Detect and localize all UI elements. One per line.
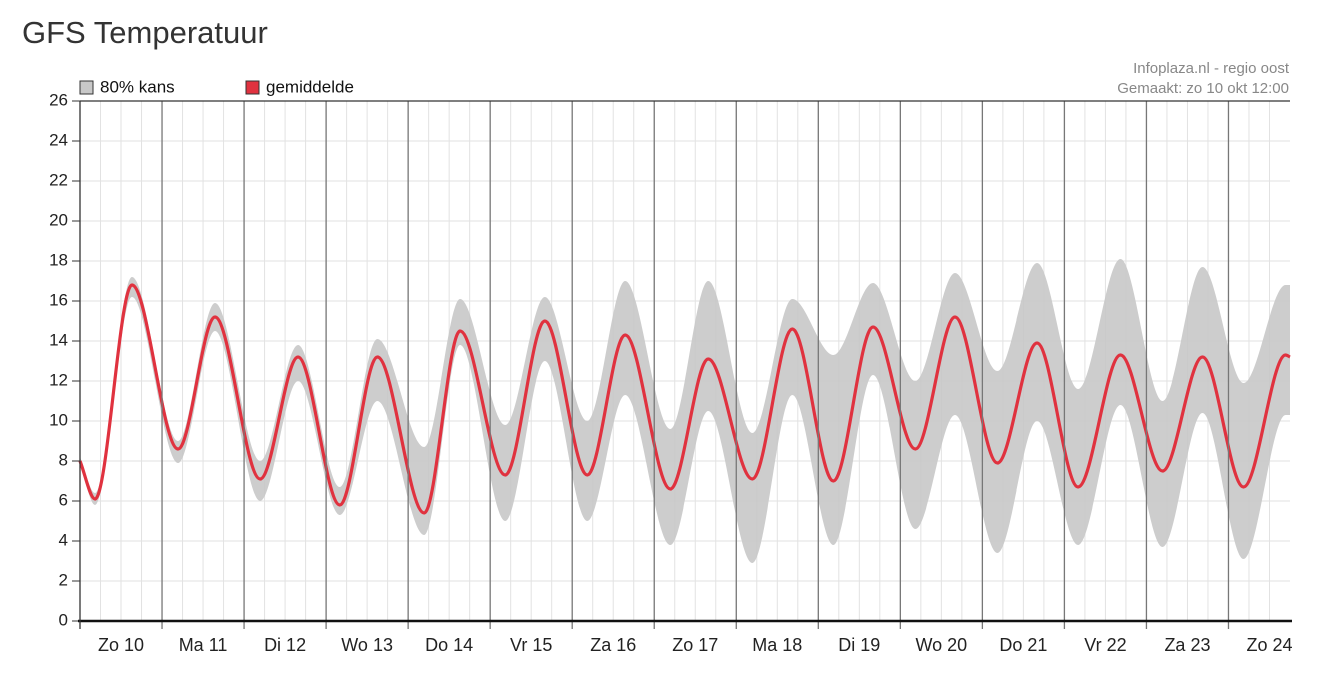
y-tick-label: 10 [49,410,68,429]
legend-swatch [79,80,94,95]
x-tick-label: Zo 24 [1246,635,1292,655]
legend-label: 80% kans [100,77,175,96]
y-tick-label: 12 [49,370,68,389]
y-tick-label: 26 [49,90,68,109]
confidence-band [80,259,1290,563]
x-tick-label: Zo 10 [98,635,144,655]
x-tick-label: Za 16 [590,635,636,655]
x-tick-label: Vr 15 [510,635,552,655]
y-tick-label: 22 [49,170,68,189]
legend-swatch [245,80,260,95]
page-title: GFS Temperatuur [22,15,268,50]
y-tick-label: 20 [49,210,68,229]
x-tick-label: Ma 11 [179,635,228,655]
y-tick-label: 24 [49,130,68,149]
y-tick-label: 2 [59,570,68,589]
legend-label: gemiddelde [266,77,354,96]
y-tick-label: 0 [59,610,68,629]
x-tick-label: Wo 13 [341,635,393,655]
x-tick-label: Zo 17 [672,635,718,655]
x-tick-label: Do 14 [425,635,473,655]
y-tick-label: 18 [49,250,68,269]
x-tick-label: Di 12 [264,635,306,655]
x-tick-label: Vr 22 [1084,635,1126,655]
mean-line [78,283,1291,515]
y-tick-label: 14 [49,330,68,349]
y-tick-label: 8 [59,450,68,469]
source: Infoplaza.nl - regio oost [1133,60,1290,77]
y-tick-label: 4 [59,530,68,549]
x-tick-label: Za 23 [1164,635,1210,655]
made-date: Gemaakt: zo 10 okt 12:00 [1117,80,1289,97]
y-tick-label: 6 [59,490,68,509]
x-tick-label: Do 21 [999,635,1047,655]
y-tick-label: 16 [49,290,68,309]
x-tick-label: Ma 18 [752,635,802,655]
x-tick-label: Wo 20 [916,635,968,655]
x-tick-label: Di 19 [838,635,880,655]
